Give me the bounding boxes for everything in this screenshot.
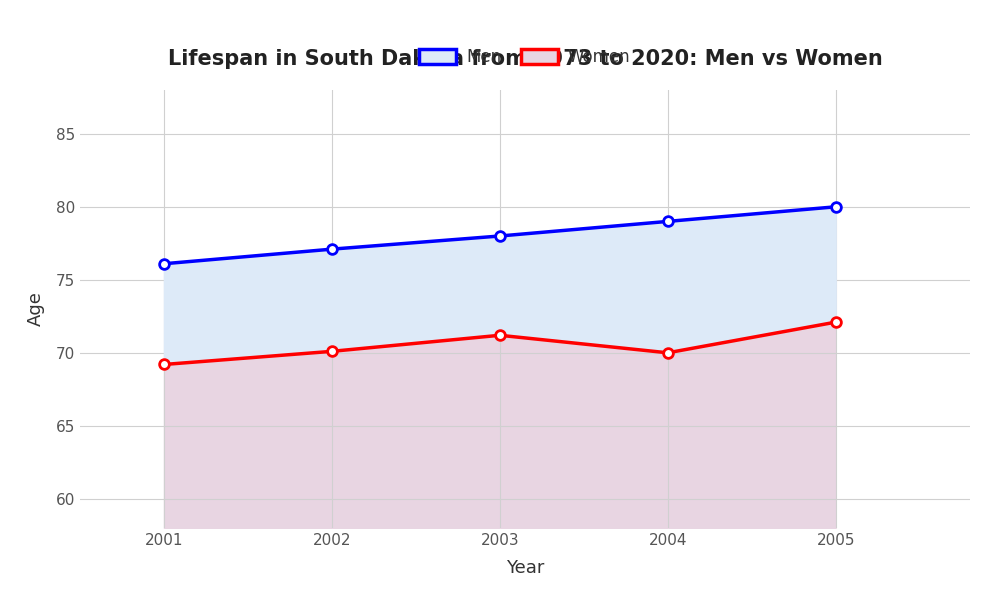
X-axis label: Year: Year <box>506 559 544 577</box>
Legend: Men, Women: Men, Women <box>413 41 637 73</box>
Y-axis label: Age: Age <box>27 292 45 326</box>
Title: Lifespan in South Dakota from 1973 to 2020: Men vs Women: Lifespan in South Dakota from 1973 to 20… <box>168 49 882 69</box>
